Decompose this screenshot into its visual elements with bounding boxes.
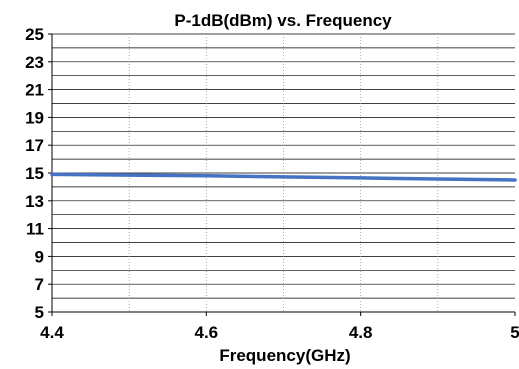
y-tick-label: 7	[35, 275, 44, 294]
y-tick-label: 21	[25, 81, 44, 100]
series-line	[50, 172, 517, 182]
series-group	[50, 172, 517, 182]
y-tick-label: 19	[25, 108, 44, 127]
grid	[52, 33, 515, 312]
y-tick-label: 9	[35, 247, 44, 266]
y-tick-label: 23	[25, 53, 44, 72]
chart-title: P-1dB(dBm) vs. Frequency	[174, 11, 392, 30]
x-axis-label: Frequency(GHz)	[219, 346, 350, 365]
y-tick-label: 13	[25, 192, 44, 211]
y-tick-label: 25	[25, 25, 44, 44]
x-tick-label: 4.4	[40, 323, 64, 342]
x-tick-label: 4.8	[349, 323, 373, 342]
x-tick-label: 4.6	[195, 323, 219, 342]
x-tick-label: 5	[510, 323, 519, 342]
y-tick-label: 5	[35, 303, 44, 322]
y-tick-labels: 5 7 9 11 13 15 17 19 21 23 25	[25, 25, 44, 322]
y-tick-label: 15	[25, 164, 44, 183]
y-tick-label: 11	[26, 220, 44, 239]
x-tick-labels: 4.4 4.6 4.8 5	[40, 323, 519, 342]
y-tick-label: 17	[25, 136, 44, 155]
